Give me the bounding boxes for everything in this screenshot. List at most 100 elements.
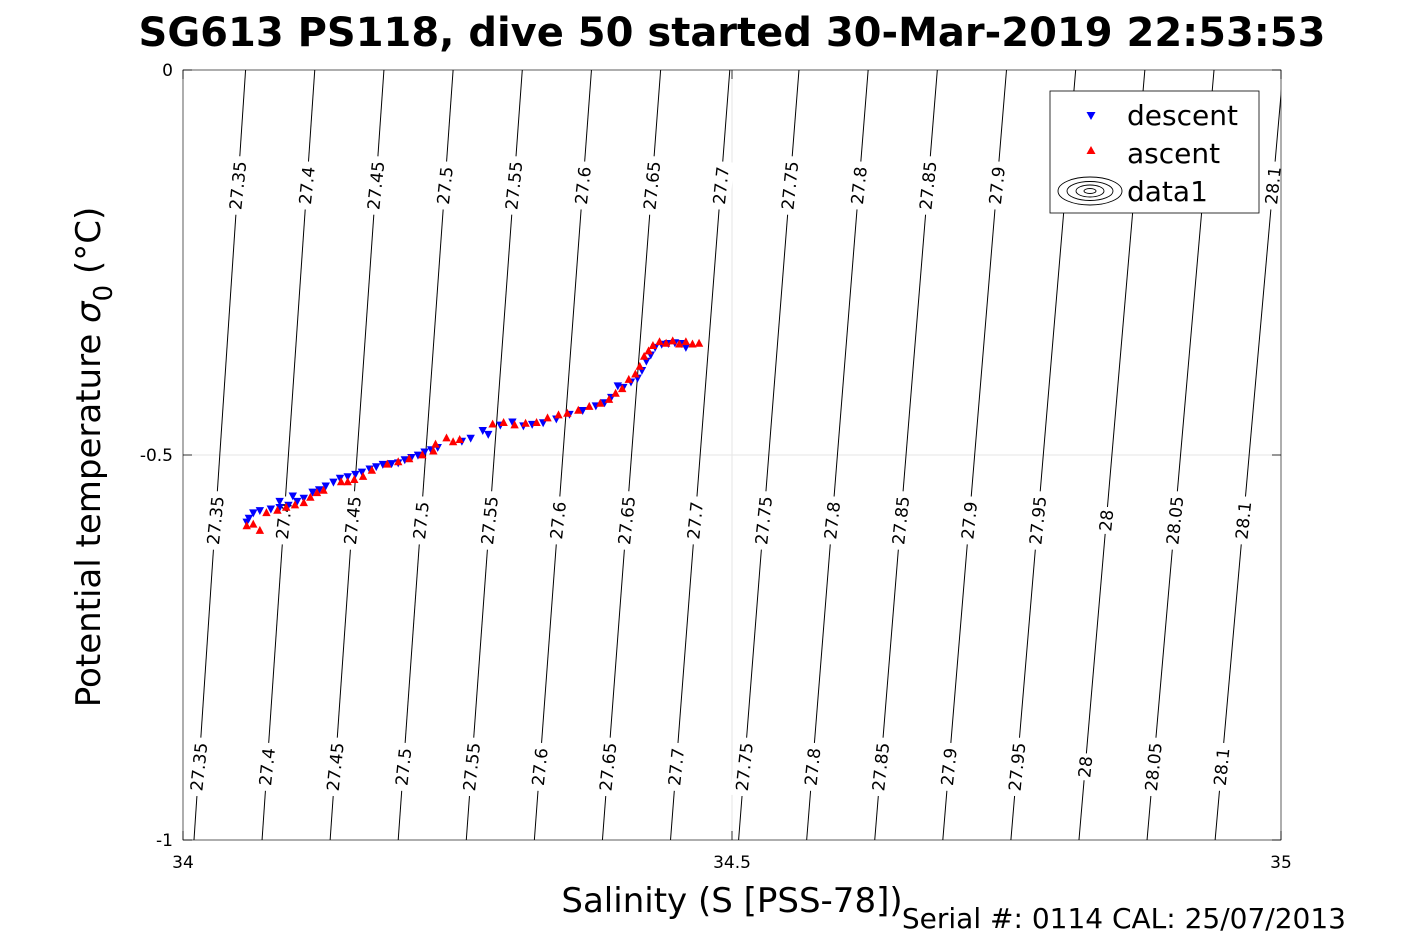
contour-label-text: 27.4 — [256, 747, 280, 787]
ascent-point — [675, 339, 684, 348]
contour-label-gap — [253, 741, 281, 792]
contour-label-27.6: 27.6 — [544, 495, 572, 546]
x-tick-label: 34.5 — [713, 853, 751, 873]
contour-label-gap — [431, 160, 459, 211]
descent-point — [255, 507, 265, 516]
contour-label-text: 27.5 — [410, 501, 434, 541]
legend-descent-label: descent — [1127, 99, 1238, 132]
descent-point — [275, 497, 284, 506]
contour-label-gap — [569, 160, 597, 211]
contour-label-text: 28.1 — [1211, 747, 1235, 787]
ascent-point — [618, 384, 627, 393]
y-axis-label-symbol: σ — [69, 300, 109, 323]
contour-label-gap — [223, 155, 252, 216]
contour-label-27.7: 27.7 — [662, 741, 690, 792]
descent-point — [266, 505, 276, 514]
contour-label-gap — [389, 741, 417, 792]
contour-label-gap — [681, 495, 709, 546]
ascent-point — [681, 337, 691, 346]
contour-label-gap — [321, 736, 350, 798]
ascent-series — [242, 336, 704, 534]
x-axis-label: Salinity (S [PSS-78]) — [561, 881, 902, 921]
contour-label-27.9: 27.9 — [983, 160, 1011, 211]
contour-label-text: 27.8 — [848, 166, 872, 206]
ascent-point — [635, 361, 644, 370]
ascent-point — [255, 525, 265, 534]
x-tick-label: 34 — [172, 853, 194, 873]
contour-label-28: 28 — [1093, 505, 1119, 536]
contour-label-gap — [1072, 752, 1098, 782]
contour-label-gap — [201, 490, 230, 551]
ascent-point — [661, 338, 671, 347]
contour-label-gap — [338, 490, 367, 551]
ascent-point — [418, 450, 427, 459]
ascent-point — [242, 521, 251, 530]
ascent-point — [429, 446, 438, 455]
contour-label-text: 27.7 — [710, 166, 734, 206]
contour-label-gap — [1139, 736, 1168, 798]
ascent-point — [499, 418, 508, 427]
contour-label-gap — [361, 155, 390, 216]
contour-label-gap — [775, 155, 804, 216]
y-axis-label: Potential temperature σ0 (°C) — [69, 207, 119, 707]
ascent-point — [668, 336, 677, 345]
contour-label-gap — [935, 741, 963, 792]
contour-label-text: 27.5 — [434, 166, 458, 206]
contour-label-gap — [544, 495, 572, 546]
contour-label-text: 27.8 — [802, 747, 826, 787]
ascent-point — [596, 398, 605, 407]
contour-label-gap — [293, 160, 321, 211]
ascent-point — [644, 346, 653, 355]
y-axis-label-unit: (°C) — [69, 207, 109, 285]
ascent-point — [358, 471, 368, 480]
ascent-point — [319, 485, 328, 494]
descent-point — [288, 492, 297, 501]
ascent-point — [585, 401, 594, 410]
ascent-point — [383, 459, 392, 468]
contour-label-27.8: 27.8 — [818, 495, 846, 546]
contour-label-gap — [730, 736, 759, 798]
contour-label-text: 28.1 — [1262, 166, 1286, 206]
contour-label-gap — [475, 490, 504, 551]
y-axis-label-subscript: 0 — [89, 285, 119, 302]
contour-label-text: 28 — [1075, 755, 1097, 779]
ascent-point — [604, 394, 614, 403]
contour-label-gap — [955, 495, 983, 546]
legend-data1-label: data1 — [1127, 175, 1208, 208]
descent-point — [321, 482, 330, 491]
contour-label-gap — [866, 736, 895, 798]
contour-label-27.55: 27.55 — [475, 490, 504, 551]
descent-point — [420, 448, 429, 457]
ascent-point — [611, 388, 620, 397]
contour-label-27.7: 27.7 — [707, 160, 735, 211]
contour-label-27.8: 27.8 — [799, 741, 826, 792]
x-tick-label: 35 — [1270, 853, 1292, 873]
descent-point — [308, 488, 317, 497]
contour-label-gap — [662, 741, 690, 792]
descent-point — [413, 451, 423, 460]
descent-point — [343, 473, 352, 482]
ascent-point — [249, 519, 258, 528]
contour-label-text: 27.9 — [958, 501, 982, 541]
descent-point — [275, 504, 284, 512]
contour-label-gap — [1259, 160, 1281, 211]
descent-point — [249, 509, 258, 518]
contour-label-text: 27.9 — [938, 747, 962, 787]
contour-label-27.9: 27.9 — [955, 495, 983, 546]
contour-label-text: 27.6 — [547, 501, 571, 541]
contour-label-27.7: 27.7 — [681, 495, 709, 546]
contour-label-27.85: 27.85 — [886, 490, 915, 551]
ascent-point — [455, 434, 464, 443]
y-tick-label: 0 — [162, 61, 173, 81]
ascent-point — [639, 351, 649, 360]
contour-label-27.75: 27.75 — [775, 155, 804, 216]
legend-descent-marker — [1086, 112, 1096, 120]
contour-label-gap — [184, 736, 213, 798]
descent-point — [400, 456, 409, 465]
contour-label-text: 27.7 — [684, 501, 708, 541]
contour-label-text: 27.7 — [665, 747, 689, 787]
ascent-point — [343, 477, 352, 486]
contour-label-27.4: 27.4 — [253, 741, 281, 792]
ascent-point — [367, 465, 377, 474]
ascent-point — [543, 413, 552, 422]
